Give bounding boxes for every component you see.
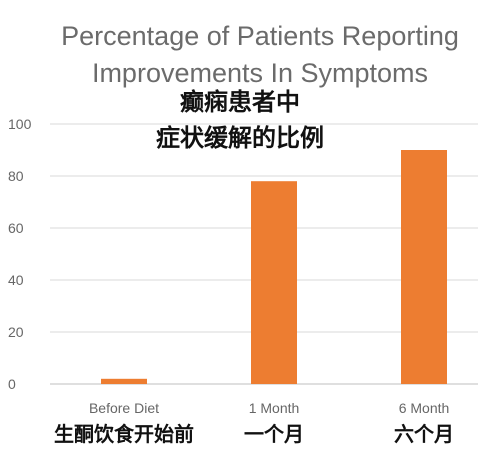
x-tick-label-zh: 一个月	[244, 422, 304, 446]
chart-subtitle-zh-line-2: 症状缓解的比例	[156, 124, 324, 152]
y-tick-label: 40	[8, 272, 24, 288]
x-tick-label: Before Diet	[89, 400, 159, 416]
y-tick-label: 80	[8, 168, 24, 184]
x-axis-labels: Before Diet 生酮饮食开始前 1 Month 一个月 6 Month 六个月	[54, 400, 454, 446]
x-tick-label: 1 Month	[249, 400, 300, 416]
chart-title-line-2: Improvements In Symptoms	[92, 58, 428, 88]
bar-6-month	[401, 150, 447, 384]
chart-subtitle-zh-line-1: 癫痫患者中	[180, 88, 300, 116]
y-tick-label: 0	[8, 376, 16, 392]
bars	[101, 150, 447, 384]
x-tick-label: 6 Month	[399, 400, 450, 416]
chart-title-line-1: Percentage of Patients Reporting	[61, 21, 459, 51]
bar-before-diet	[101, 378, 147, 384]
y-tick-label: 60	[8, 220, 24, 236]
x-tick-label-zh: 六个月	[394, 422, 454, 446]
bar-1-month	[251, 181, 297, 384]
y-tick-label: 20	[8, 324, 24, 340]
x-tick-label-zh: 生酮饮食开始前	[54, 422, 194, 446]
y-axis-ticks: 0 20 40 60 80 100	[8, 116, 32, 392]
y-tick-label: 100	[8, 116, 32, 132]
